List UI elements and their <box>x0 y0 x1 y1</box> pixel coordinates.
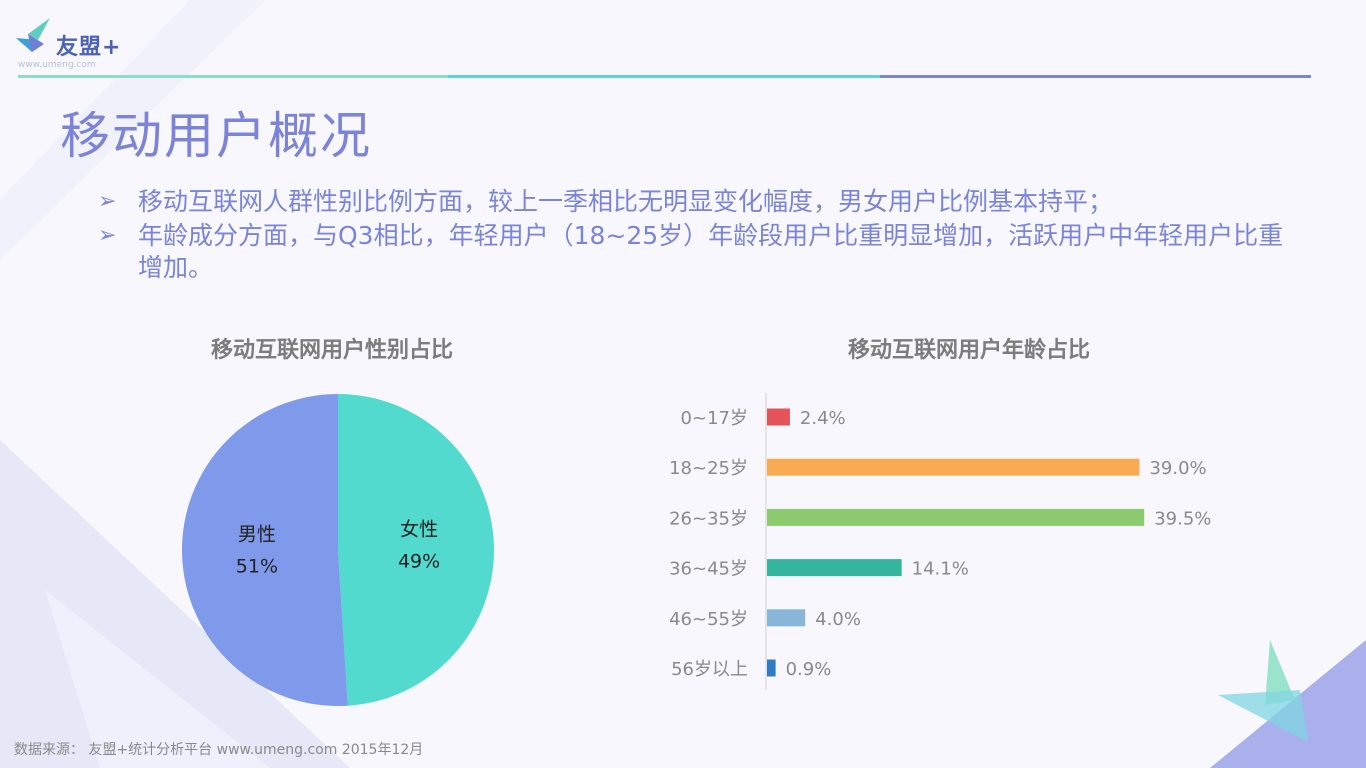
bar-value-label: 4.0% <box>815 609 861 630</box>
pie-slice <box>181 394 348 706</box>
bar-value-label: 39.0% <box>1149 458 1206 479</box>
bar-category-label: 18~25岁 <box>669 458 748 479</box>
page-title: 移动用户概况 <box>60 107 372 165</box>
bullet-item: ➢ 移动互联网人群性别比例方面，较上一季相比无明显变化幅度，男女用户比例基本持平… <box>98 186 1298 218</box>
pie-slice <box>338 394 494 706</box>
bg-shape-left-inner <box>45 590 270 768</box>
arrow-bullet-icon: ➢ <box>98 189 117 214</box>
bar <box>767 408 790 426</box>
pie-slice-value: 49% <box>398 550 440 572</box>
pie-slice-label: 女性 <box>400 518 438 540</box>
pie-slice-value: 51% <box>236 556 278 578</box>
header-divider-seg <box>18 75 448 78</box>
bullet-list: ➢ 移动互联网人群性别比例方面，较上一季相比无明显变化幅度，男女用户比例基本持平… <box>98 186 1298 286</box>
gender-pie-chart: 女性 49% 男性 51% <box>181 394 494 706</box>
bullet-item: ➢ 年龄成分方面，与Q3相比，年轻用户（18~25岁）年龄段用户比重明显增加，活… <box>98 220 1298 284</box>
bg-shape-green <box>1265 640 1295 705</box>
bar <box>767 659 776 677</box>
bar-category-label: 36~45岁 <box>669 559 748 580</box>
logo-url: www.umeng.com <box>18 60 96 70</box>
bar-value-label: 2.4% <box>800 408 846 429</box>
header-divider <box>18 75 1311 78</box>
bar-value-label: 14.1% <box>912 559 969 580</box>
bar <box>767 508 1145 526</box>
bar-category-label: 26~35岁 <box>669 508 748 529</box>
logo-name: 友盟+ <box>56 35 122 60</box>
logo: 友盟+ www.umeng.com <box>14 16 144 74</box>
header-divider-seg <box>448 75 880 78</box>
arrow-bullet-icon: ➢ <box>98 223 117 248</box>
data-source-footer: 数据来源： 友盟+统计分析平台 www.umeng.com 2015年12月 <box>14 742 424 758</box>
bar <box>767 559 902 577</box>
bird-logo-icon <box>16 18 50 52</box>
bar <box>767 609 806 627</box>
bar-category-label: 46~55岁 <box>669 609 748 630</box>
bar-category-label: 56岁以上 <box>671 659 748 680</box>
bar-value-label: 0.9% <box>786 659 832 680</box>
age-chart-title: 移动互联网用户年龄占比 <box>848 338 1091 363</box>
bg-shape-top <box>0 0 265 260</box>
bar-category-label: 0~17岁 <box>681 408 748 429</box>
gender-chart-title: 移动互联网用户性别占比 <box>211 338 454 363</box>
age-bar-chart: 0~17岁 2.4% 18~25岁 39.0% 26~35岁 39.5% 36~45岁 14.… <box>669 393 1211 690</box>
bar <box>767 458 1140 476</box>
bullet-text: 移动互联网人群性别比例方面，较上一季相比无明显变化幅度，男女用户比例基本持平； <box>138 187 1114 216</box>
pie-slice-label: 男性 <box>238 524 276 546</box>
bullet-text: 年龄成分方面，与Q3相比，年轻用户（18~25岁）年龄段用户比重明显增加，活跃用… <box>138 221 1284 282</box>
header-divider-seg <box>880 75 1311 78</box>
bar-value-label: 39.5% <box>1154 508 1211 529</box>
bg-shape-cyan <box>1218 690 1308 742</box>
